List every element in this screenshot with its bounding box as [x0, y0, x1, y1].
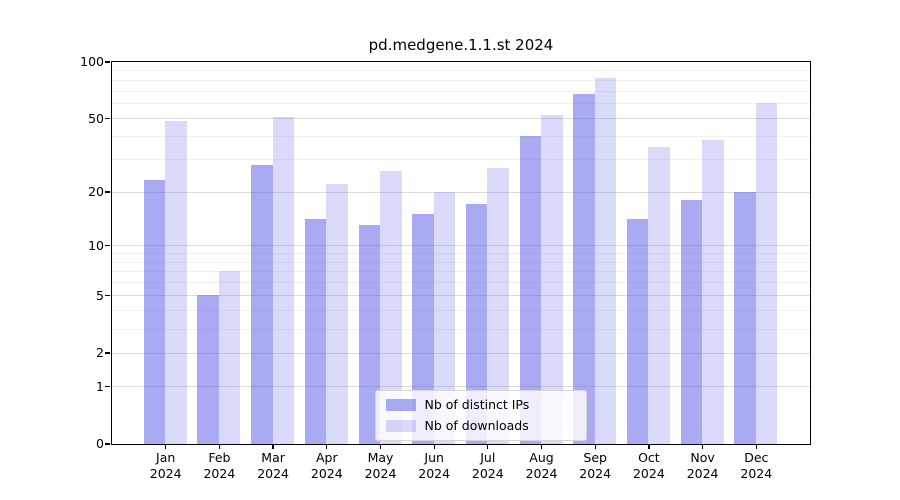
- bar-distinct-ips-oct: [626, 219, 649, 444]
- y-tick-label-20: 20: [88, 184, 104, 199]
- bar-downloads-sep: [594, 77, 617, 444]
- y-tick-mark-20: [105, 191, 110, 193]
- y-tick-label-1: 1: [96, 378, 104, 394]
- y-tick-mark-1: [105, 385, 110, 388]
- bar-downloads-oct: [648, 146, 670, 444]
- gridline-y-10: [111, 245, 810, 246]
- y-tick-label-100: 100: [80, 54, 104, 69]
- legend-item-downloads: Nb of downloads: [385, 417, 576, 433]
- bar-downloads-may: [380, 170, 402, 444]
- x-tick-mark-feb: [218, 444, 221, 449]
- bar-distinct-ips-may: [358, 225, 380, 444]
- bar-downloads-dec: [755, 103, 778, 444]
- x-tick-label-mar: Mar 2024: [257, 450, 289, 481]
- x-tick-label-feb: Feb 2024: [203, 450, 236, 481]
- x-tick-label-nov: Nov 2024: [686, 450, 719, 481]
- x-tick-label-apr: Apr 2024: [310, 450, 343, 481]
- gridline-y-8: [111, 261, 810, 263]
- legend-swatch-distinct-ips: [385, 398, 416, 411]
- bar-downloads-feb: [218, 271, 241, 444]
- bar-distinct-ips-sep: [573, 94, 595, 444]
- chart-title: pd.medgene.1.1.st 2024: [368, 36, 554, 54]
- y-tick-label-0: 0: [96, 436, 104, 451]
- x-tick-label-jul: Jul 2024: [471, 450, 504, 481]
- gridline-y-2: [111, 352, 810, 354]
- x-tick-mark-may: [379, 444, 382, 449]
- gridline-y-40: [111, 136, 810, 138]
- x-tick-mark-aug: [540, 444, 543, 449]
- bar-distinct-ips-jun: [412, 214, 434, 444]
- x-tick-mark-mar: [272, 444, 274, 449]
- x-tick-label-may: May 2024: [364, 450, 397, 481]
- gridline-y-20: [111, 191, 810, 193]
- bar-downloads-mar: [272, 116, 295, 444]
- x-tick-mark-dec: [755, 444, 757, 449]
- legend-label-downloads: Nb of downloads: [424, 417, 529, 433]
- gridline-y-90: [111, 70, 810, 72]
- x-tick-label-jan: Jan 2024: [149, 450, 182, 481]
- x-tick-label-oct: Oct 2024: [632, 450, 665, 481]
- y-tick-mark-100: [105, 61, 110, 63]
- bar-downloads-aug: [541, 114, 563, 444]
- bar-distinct-ips-jan: [143, 180, 166, 444]
- x-tick-mark-jun: [433, 444, 435, 449]
- gridline-y-1: [111, 386, 810, 388]
- y-tick-mark-2: [105, 352, 110, 354]
- bar-distinct-ips-jul: [465, 204, 488, 444]
- y-tick-label-2: 2: [96, 345, 104, 361]
- bar-distinct-ips-nov: [680, 199, 703, 444]
- x-tick-label-sep: Sep 2024: [579, 450, 612, 481]
- bar-downloads-jun: [433, 191, 456, 444]
- gridline-y-60: [111, 103, 810, 105]
- bar-distinct-ips-feb: [197, 295, 219, 444]
- bar-downloads-apr: [326, 184, 348, 444]
- y-tick-label-10: 10: [88, 237, 104, 253]
- bar-downloads-jan: [165, 121, 187, 444]
- y-tick-label-5: 5: [96, 287, 104, 303]
- y-tick-mark-5: [105, 295, 110, 297]
- x-tick-label-jun: Jun 2024: [418, 450, 451, 481]
- y-tick-mark-50: [105, 117, 110, 120]
- x-tick-mark-jul: [487, 444, 489, 449]
- legend-item-distinct-ips: Nb of distinct IPs: [385, 396, 576, 412]
- x-tick-mark-jan: [165, 444, 167, 449]
- gridline-y-7: [111, 271, 810, 273]
- gridline-y-70: [111, 90, 810, 92]
- x-tick-mark-apr: [326, 444, 328, 449]
- bar-downloads-jul: [487, 167, 509, 444]
- gridline-y-6: [111, 282, 810, 284]
- x-tick-mark-oct: [648, 444, 650, 449]
- bar-downloads-nov: [702, 140, 724, 444]
- gridline-y-30: [111, 159, 810, 161]
- bar-distinct-ips-apr: [304, 219, 327, 444]
- bar-distinct-ips-aug: [519, 136, 542, 444]
- gridline-y-9: [111, 252, 810, 254]
- y-tick-mark-0: [105, 443, 110, 445]
- gridline-y-5: [111, 295, 810, 297]
- x-tick-mark-sep: [594, 444, 596, 449]
- gridline-y-3: [111, 328, 810, 330]
- legend-label-distinct-ips: Nb of distinct IPs: [424, 396, 530, 412]
- bar-distinct-ips-mar: [251, 164, 273, 444]
- y-tick-mark-10: [105, 244, 110, 247]
- y-tick-label-50: 50: [88, 110, 104, 126]
- x-tick-label-aug: Aug 2024: [525, 450, 558, 481]
- x-tick-mark-nov: [701, 444, 704, 449]
- legend: Nb of distinct IPs Nb of downloads: [374, 389, 587, 441]
- gridline-y-4: [111, 310, 810, 312]
- bar-distinct-ips-dec: [734, 191, 756, 444]
- x-tick-label-dec: Dec 2024: [740, 450, 773, 481]
- gridline-y-80: [111, 79, 810, 81]
- plot-area: Nb of distinct IPs Nb of downloads: [110, 60, 811, 445]
- gridline-y-50: [111, 118, 810, 120]
- legend-swatch-downloads: [385, 419, 416, 432]
